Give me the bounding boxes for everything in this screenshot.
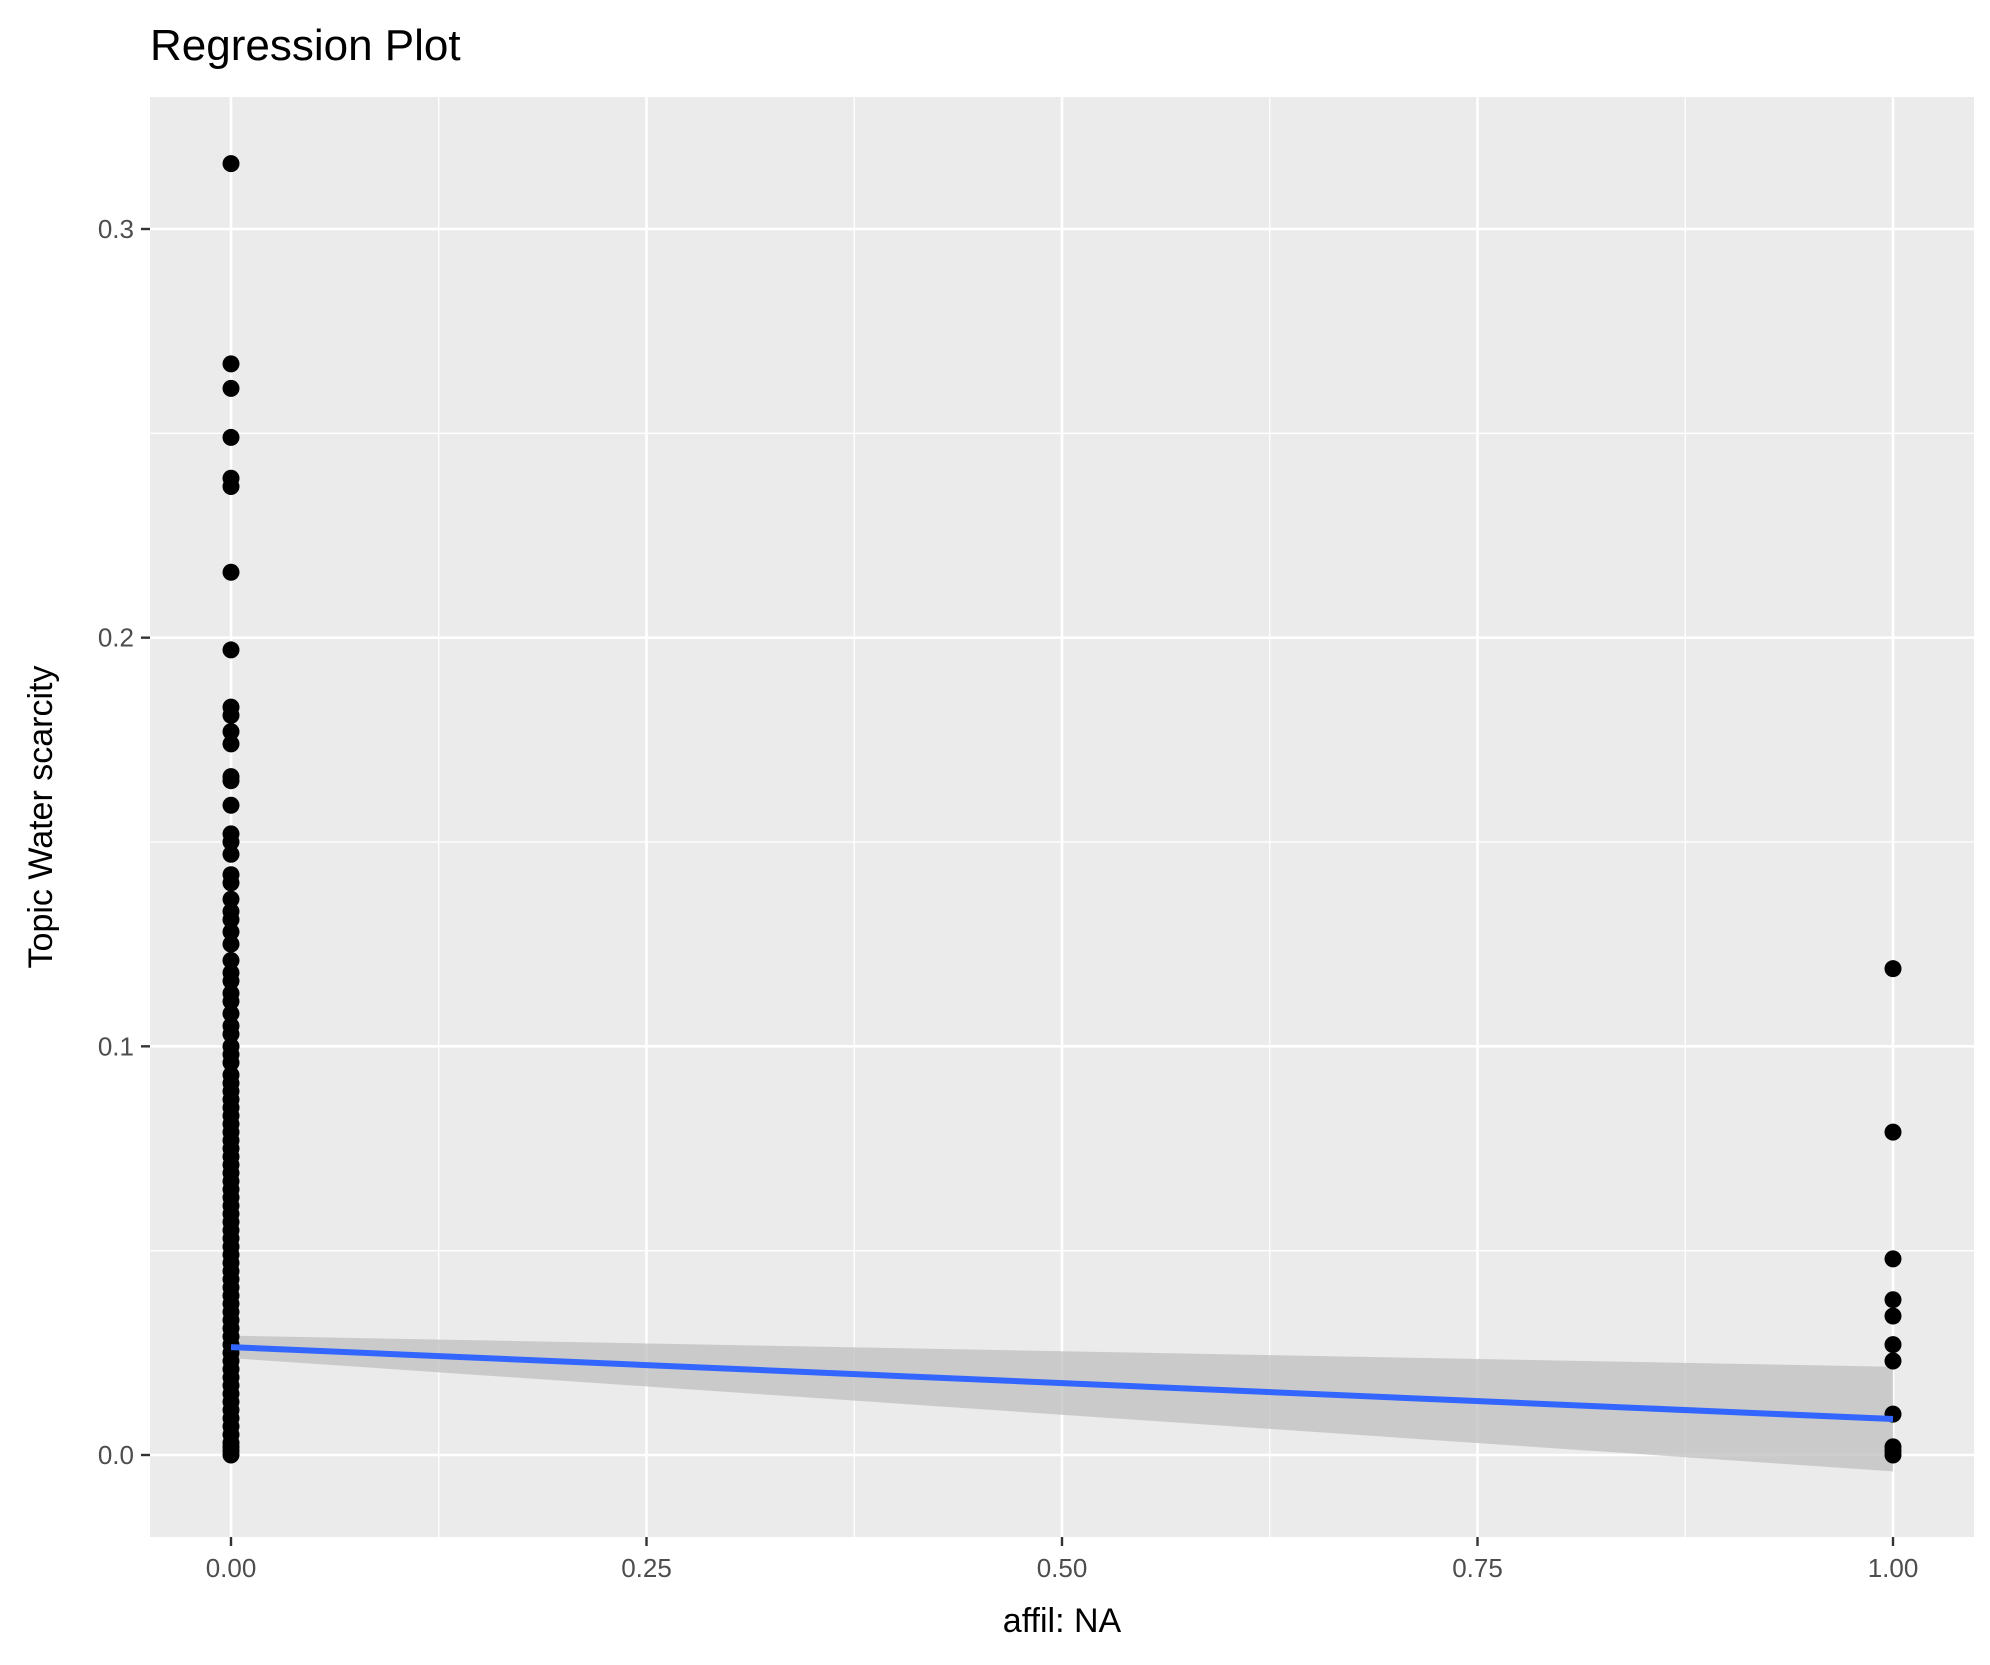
data-point [222,706,240,724]
data-point [222,477,240,495]
major-gridlines [150,97,1974,1537]
data-point [222,992,240,1010]
y-axis: 0.0 0.1 0.2 0.3 [98,214,150,1470]
x-axis: 0.00 0.25 0.50 0.75 1.00 [206,1537,1919,1583]
data-point [222,379,240,397]
data-point [222,952,240,970]
data-point [222,641,240,659]
data-point [222,772,240,790]
data-point [222,1446,240,1464]
data-point [222,972,240,990]
data-point [222,355,240,373]
data-point [222,1005,240,1023]
fit-line-layer [230,1344,1894,1423]
data-point [222,845,240,863]
data-point [1884,960,1902,978]
data-point [222,723,240,741]
data-point [1884,1291,1902,1309]
chart-title: Regression Plot [150,21,461,70]
regression-fit-line [230,1344,1894,1423]
x-tick-label: 1.00 [1868,1553,1919,1583]
data-point [1884,1352,1902,1370]
confidence-band [231,1335,1893,1472]
data-point [222,155,240,173]
data-point [222,796,240,814]
data-point [1884,1123,1902,1141]
data-point [222,428,240,446]
data-point [222,935,240,953]
y-axis-title: Topic Water scarcity [22,666,60,969]
data-point [222,1025,240,1043]
data-point [222,923,240,941]
x-tick-label: 0.50 [1037,1553,1088,1583]
x-tick-label: 0.75 [1452,1553,1503,1583]
data-point [222,911,240,929]
y-tick-label: 0.0 [98,1440,134,1470]
data-point [1884,1446,1902,1464]
x-tick-label: 0.00 [206,1553,257,1583]
data-point [222,563,240,581]
data-point [222,833,240,851]
data-point [1884,1307,1902,1325]
y-tick-label: 0.1 [98,1031,134,1061]
data-point [222,1054,240,1072]
data-point [1884,1250,1902,1268]
data-point [1884,1336,1902,1354]
data-point [222,874,240,892]
y-tick-label: 0.3 [98,214,134,244]
data-point [222,735,240,753]
y-tick-label: 0.2 [98,623,134,653]
data-point [222,890,240,908]
confidence-band-layer [231,1335,1893,1472]
x-axis-title: affil: NA [1003,1602,1122,1640]
x-tick-label: 0.25 [621,1553,672,1583]
